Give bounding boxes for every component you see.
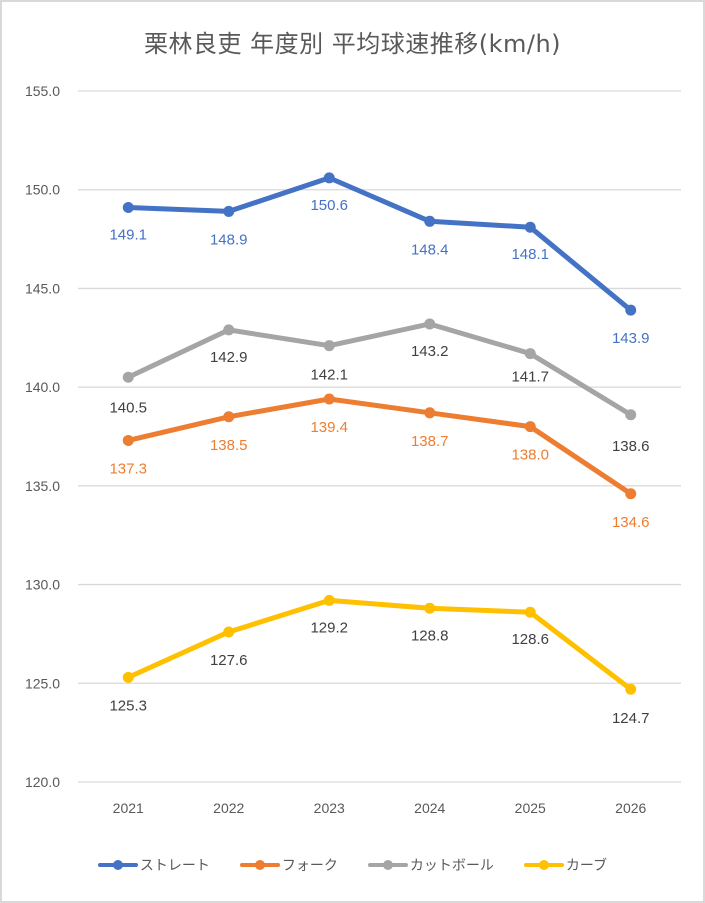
data-point (424, 602, 436, 614)
data-label: 143.9 (612, 330, 650, 347)
data-point (122, 671, 134, 683)
y-tick-label: 140.0 (25, 379, 60, 395)
data-point (323, 393, 335, 405)
legend-label: ストレート (139, 858, 210, 874)
data-labels: 149.1 148.9 150.6 148.4 148.1 143.9 137.3 138.5… (109, 197, 649, 727)
series-line (125, 396, 634, 497)
data-label: 129.2 (310, 619, 348, 636)
data-label: 137.3 (109, 460, 147, 477)
data-label: 138.6 (612, 438, 650, 455)
x-tick-label: 2021 (113, 800, 144, 816)
legend-label: フォーク (281, 858, 338, 874)
chart-title: 栗林良吏 年度別 平均球速推移(km/h) (143, 30, 562, 58)
y-tick-label: 145.0 (25, 280, 60, 296)
y-tick-label: 120.0 (25, 774, 60, 790)
data-point (424, 407, 436, 419)
data-point (122, 434, 134, 446)
data-label: 127.6 (210, 652, 248, 669)
data-label: 149.1 (109, 226, 147, 243)
data-label: 138.0 (511, 447, 549, 464)
data-label: 142.9 (210, 349, 248, 366)
data-point (625, 409, 637, 421)
data-label: 138.5 (210, 437, 248, 454)
series-line (125, 597, 634, 692)
legend-marker-icon (97, 858, 138, 872)
data-point (524, 221, 536, 233)
data-point (524, 421, 536, 433)
series-group (122, 172, 637, 695)
data-point (625, 488, 637, 500)
data-label: 148.4 (411, 241, 449, 258)
data-label: 134.6 (612, 514, 650, 531)
gridlines (78, 90, 681, 783)
x-tick-label: 2023 (314, 800, 345, 816)
legend-item[interactable]: カットボール (367, 855, 494, 875)
data-label: 124.7 (612, 710, 650, 727)
series-line (125, 175, 634, 313)
data-label: 139.4 (310, 419, 348, 436)
legend-label: カーブ (565, 858, 608, 874)
y-tick-label: 150.0 (25, 182, 60, 198)
y-tick-label: 155.0 (25, 83, 60, 99)
data-label: 140.5 (109, 399, 147, 416)
data-point (223, 626, 235, 638)
legend-item[interactable]: カーブ (523, 855, 608, 875)
legend-item[interactable]: フォーク (239, 855, 338, 875)
legend-marker-icon (367, 858, 408, 872)
data-label: 141.7 (511, 369, 549, 386)
x-tick-label: 2024 (414, 800, 445, 816)
data-point (524, 606, 536, 618)
data-label: 128.6 (511, 631, 549, 648)
y-tick-label: 135.0 (25, 478, 60, 494)
data-point (323, 340, 335, 352)
y-tick-label: 130.0 (25, 577, 60, 593)
data-point (223, 205, 235, 217)
data-point (122, 371, 134, 383)
data-point (323, 594, 335, 606)
x-tick-label: 2025 (515, 800, 546, 816)
legend-label: カットボール (409, 858, 494, 874)
data-point (223, 411, 235, 423)
legend-marker-icon (239, 858, 280, 872)
legend-item[interactable]: ストレート (97, 855, 210, 875)
data-point (424, 318, 436, 330)
data-label: 128.8 (411, 627, 449, 644)
data-point (122, 201, 134, 213)
data-label: 148.9 (210, 231, 248, 248)
x-axis-ticks: 2021 2022 2023 2024 2025 2026 (113, 800, 647, 816)
data-point (424, 215, 436, 227)
data-label: 125.3 (109, 697, 147, 714)
x-tick-label: 2022 (213, 800, 244, 816)
data-label: 148.1 (511, 246, 549, 263)
legend-marker-icon (523, 858, 564, 872)
data-point (223, 324, 235, 336)
data-point (625, 304, 637, 316)
y-axis-ticks: 155.0 150.0 145.0 140.0 135.0 130.0 125.0 120.0 (25, 83, 60, 790)
x-tick-label: 2026 (615, 800, 646, 816)
data-point (323, 172, 335, 184)
data-label: 138.7 (411, 433, 449, 450)
data-point (625, 683, 637, 695)
series-line (125, 321, 634, 418)
data-label: 142.1 (310, 367, 348, 384)
legend: ストレート フォーク カットボール カーブ (0, 855, 705, 875)
data-label: 143.2 (411, 343, 449, 360)
data-label: 150.6 (310, 197, 348, 214)
y-tick-label: 125.0 (25, 675, 60, 691)
data-point (524, 348, 536, 360)
